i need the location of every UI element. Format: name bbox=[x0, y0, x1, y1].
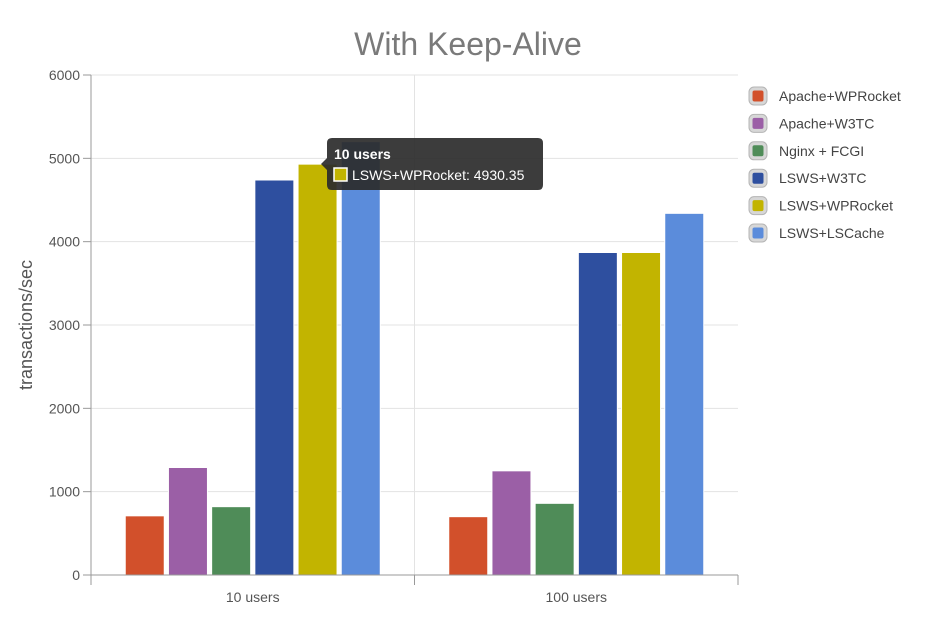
bar-lsws-w3tc-100-users[interactable] bbox=[577, 252, 618, 576]
legend: Apache+WPRocket Apache+W3TC Nginx + FCGI LS… bbox=[748, 86, 901, 243]
bar-lsws-lscache-10-users[interactable] bbox=[340, 141, 381, 576]
tooltip-box bbox=[321, 138, 543, 190]
axes bbox=[83, 75, 738, 576]
bar-nginx-fcgi-100-users[interactable] bbox=[534, 502, 575, 576]
y-tick-label: 3000 bbox=[49, 317, 80, 333]
tooltip-title: 10 users bbox=[334, 146, 391, 162]
y-axis-ticks: 0 1000 2000 3000 4000 5000 6000 bbox=[49, 67, 91, 583]
legend-label: Nginx + FCGI bbox=[779, 143, 864, 159]
y-axis-label: transactions/sec bbox=[16, 260, 36, 390]
y-tick-label: 1000 bbox=[49, 484, 80, 500]
legend-item-nginx-fcgi[interactable]: Nginx + FCGI bbox=[748, 141, 864, 161]
x-tick-label: 100 users bbox=[546, 589, 607, 605]
y-tick-label: 2000 bbox=[49, 400, 80, 416]
legend-label: LSWS+LSCache bbox=[779, 225, 885, 241]
legend-label: LSWS+W3TC bbox=[779, 170, 867, 186]
legend-item-apache-w3tc[interactable]: Apache+W3TC bbox=[748, 113, 874, 133]
bar-apache-wprocket-100-users[interactable] bbox=[448, 516, 489, 576]
bar-nginx-fcgi-10-users[interactable] bbox=[211, 506, 252, 576]
y-tick-label: 6000 bbox=[49, 67, 80, 83]
legend-item-lsws-w3tc[interactable]: LSWS+W3TC bbox=[748, 168, 867, 188]
bar-lsws-wprocket-100-users[interactable] bbox=[621, 252, 662, 576]
legend-label: LSWS+WPRocket bbox=[779, 198, 893, 214]
legend-swatch bbox=[752, 172, 764, 184]
legend-item-lsws-wprocket[interactable]: LSWS+WPRocket bbox=[748, 196, 893, 216]
chart-title: With Keep-Alive bbox=[354, 26, 582, 62]
legend-swatch bbox=[752, 227, 764, 239]
bar-lsws-w3tc-10-users[interactable] bbox=[254, 179, 295, 576]
bar-lsws-lscache-100-users[interactable] bbox=[664, 212, 705, 576]
tooltip: 10 users LSWS+WPRocket: 4930.35 bbox=[321, 138, 543, 190]
bar-apache-w3tc-100-users[interactable] bbox=[491, 470, 532, 576]
legend-label: Apache+WPRocket bbox=[779, 88, 901, 104]
legend-item-lsws-lscache[interactable]: LSWS+LSCache bbox=[748, 223, 885, 243]
bar-apache-w3tc-10-users[interactable] bbox=[167, 467, 208, 576]
y-tick-label: 5000 bbox=[49, 150, 80, 166]
x-tick-label: 10 users bbox=[226, 589, 280, 605]
bar-lsws-wprocket-10-users[interactable] bbox=[297, 163, 338, 576]
legend-swatch bbox=[752, 117, 764, 129]
y-tick-label: 0 bbox=[72, 567, 80, 583]
bar-apache-wprocket-10-users[interactable] bbox=[124, 515, 165, 576]
x-axis-ticks: 10 users 100 users bbox=[90, 575, 739, 605]
legend-item-apache-wprocket[interactable]: Apache+WPRocket bbox=[748, 86, 901, 106]
legend-swatch bbox=[752, 145, 764, 157]
legend-label: Apache+W3TC bbox=[779, 115, 874, 131]
legend-swatch bbox=[752, 90, 764, 102]
legend-swatch bbox=[752, 200, 764, 212]
tooltip-swatch bbox=[333, 167, 348, 182]
tooltip-text: LSWS+WPRocket: 4930.35 bbox=[352, 167, 525, 183]
bars bbox=[124, 141, 705, 576]
y-tick-label: 4000 bbox=[49, 234, 80, 250]
